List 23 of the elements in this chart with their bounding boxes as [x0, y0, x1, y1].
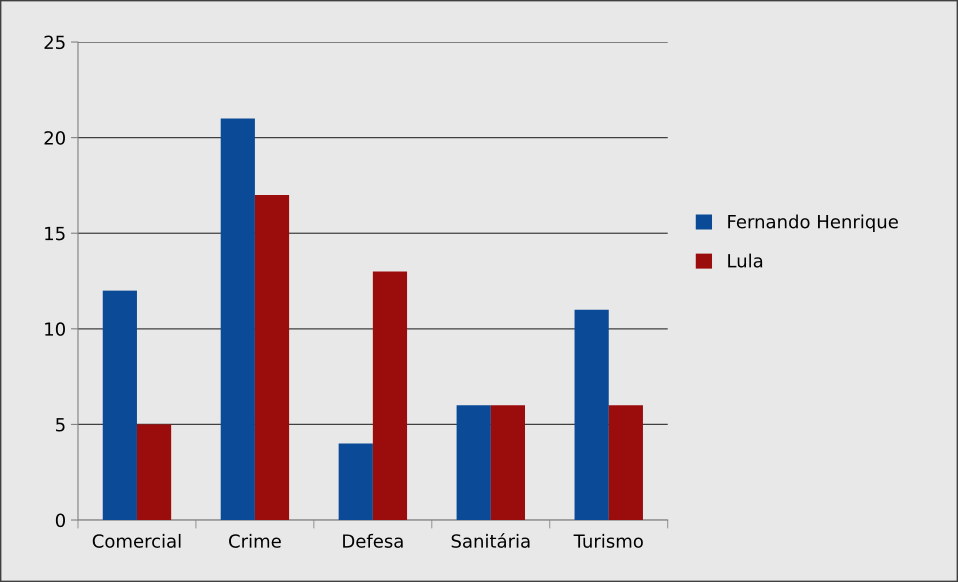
- bar: [220, 118, 255, 520]
- x-tick-label: Turismo: [574, 534, 643, 548]
- bar: [338, 444, 373, 520]
- y-tick-label: 10: [45, 322, 65, 336]
- x-tick-label: Comercial: [92, 534, 180, 548]
- bar: [608, 405, 643, 520]
- bar: [102, 290, 137, 520]
- x-tick-label: Crime: [229, 534, 281, 548]
- y-tick-label: 15: [45, 226, 65, 240]
- bar: [136, 424, 172, 520]
- bar: [254, 194, 290, 520]
- bar: [372, 271, 408, 520]
- x-tick-label: Defesa: [343, 534, 403, 548]
- x-tick-label: Sanitária: [452, 533, 530, 548]
- legend-label: Fernando Henrique: [728, 214, 898, 232]
- y-tick-label: 0: [56, 513, 65, 528]
- bar: [490, 405, 526, 520]
- y-tick-label: 25: [44, 35, 65, 50]
- legend-label: Lula: [728, 254, 762, 268]
- y-tick-label: 5: [56, 418, 65, 432]
- y-tick-label: 20: [44, 131, 65, 145]
- bar: [574, 310, 609, 520]
- bar: [456, 405, 491, 520]
